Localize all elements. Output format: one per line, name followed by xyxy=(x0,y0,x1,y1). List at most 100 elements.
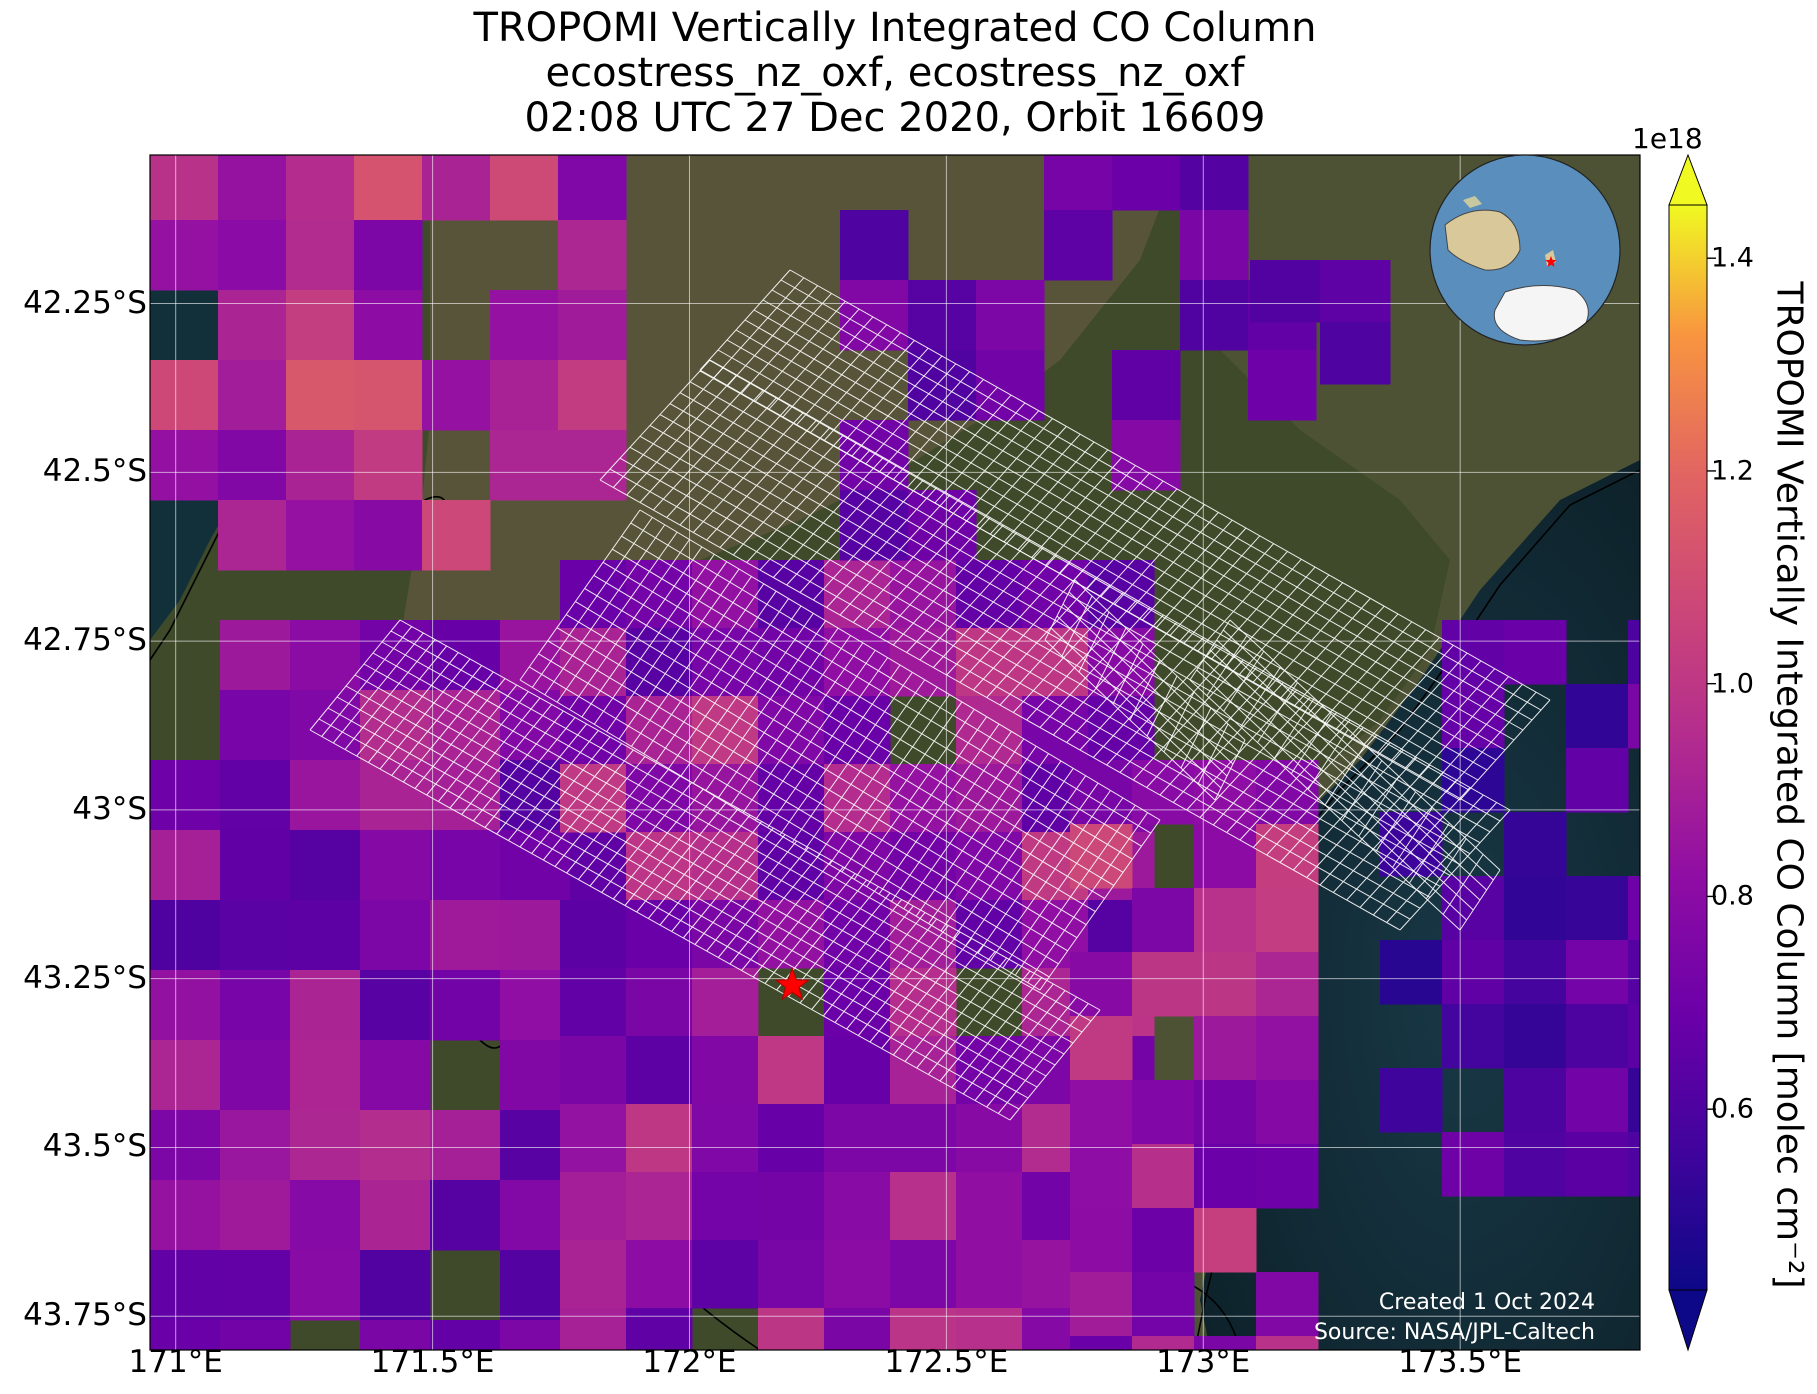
colorbar-tick-label: 1.0 xyxy=(1711,668,1754,700)
co-pixel xyxy=(1442,1004,1505,1069)
co-pixel xyxy=(1566,876,1629,941)
co-pixel xyxy=(1628,1132,1640,1197)
co-pixel xyxy=(1628,940,1640,1005)
co-pixel xyxy=(1628,620,1640,685)
colorbar-tick-label: 1.4 xyxy=(1711,242,1754,274)
co-pixel xyxy=(626,1172,693,1241)
co-pixel xyxy=(908,280,977,351)
lon-tick-label: 172.5°E xyxy=(884,1344,1009,1380)
co-pixel xyxy=(430,1320,501,1350)
co-pixel xyxy=(1320,322,1391,385)
co-pixel xyxy=(1022,628,1089,697)
colorbar-tick-label: 0.8 xyxy=(1711,880,1754,912)
co-pixel xyxy=(500,1110,571,1181)
co-pixel xyxy=(490,360,559,431)
lat-tick-label: 43.75°S xyxy=(23,1297,147,1334)
lat-tick-label: 43°S xyxy=(72,790,147,827)
co-pixel xyxy=(354,290,423,361)
co-pixel xyxy=(430,1180,501,1251)
co-pixel xyxy=(1070,1272,1133,1337)
co-pixel xyxy=(1112,155,1181,211)
co-pixel xyxy=(354,155,423,221)
co-pixel xyxy=(758,764,825,833)
colorbar-title: TROPOMI Vertically Integrated CO Column … xyxy=(1768,281,1810,1289)
co-pixel xyxy=(430,900,501,971)
co-pixel xyxy=(956,1104,1023,1173)
co-pixel xyxy=(218,290,287,361)
co-pixel xyxy=(1628,684,1640,749)
co-pixel xyxy=(1504,876,1567,941)
co-pixel xyxy=(1070,1144,1133,1209)
co-pixel xyxy=(150,360,219,431)
co-pixel xyxy=(692,968,759,1037)
co-pixel xyxy=(1504,1068,1567,1133)
co-pixel xyxy=(890,1172,957,1241)
co-pixel xyxy=(758,1308,825,1350)
co-pixel xyxy=(1566,1004,1629,1069)
co-pixel xyxy=(220,1320,291,1350)
footprint-mesh xyxy=(699,269,1551,801)
colorbar-tick-label: 1.2 xyxy=(1711,455,1754,487)
co-pixel xyxy=(956,560,1023,629)
co-pixel xyxy=(360,1180,431,1251)
co-pixel xyxy=(500,1040,571,1111)
co-pixel xyxy=(500,900,571,971)
co-pixel xyxy=(220,1110,291,1181)
co-pixel xyxy=(626,560,693,629)
co-pixel xyxy=(824,900,891,969)
co-pixel xyxy=(890,1036,957,1105)
co-pixel xyxy=(692,1036,759,1105)
co-pixel xyxy=(1132,952,1195,1017)
co-pixel xyxy=(1380,940,1443,1005)
co-pixel xyxy=(1442,876,1505,941)
co-pixel xyxy=(1194,952,1257,1017)
co-pixel xyxy=(360,1320,431,1350)
co-pixel xyxy=(758,1036,825,1105)
co-pixel xyxy=(220,760,291,831)
co-pixel xyxy=(290,1250,361,1321)
lon-tick-label: 171.5°E xyxy=(370,1344,495,1380)
co-pixel xyxy=(758,1104,825,1173)
co-pixel xyxy=(490,430,559,501)
co-pixel xyxy=(560,1308,627,1350)
co-pixel xyxy=(908,350,977,421)
co-pixel xyxy=(430,970,501,1041)
co-pixel xyxy=(890,1240,957,1309)
lat-tick-label: 43.5°S xyxy=(42,1128,147,1165)
co-pixel xyxy=(1070,1080,1133,1145)
co-pixel xyxy=(150,900,221,971)
co-pixel xyxy=(1248,350,1317,421)
co-pixel xyxy=(360,1110,431,1181)
co-pixel xyxy=(220,970,291,1041)
co-pixel xyxy=(430,830,501,901)
co-pixel xyxy=(1256,888,1319,953)
created-credit: Created 1 Oct 2024 xyxy=(1378,1290,1595,1315)
co-pixel xyxy=(1256,1080,1319,1145)
co-pixel xyxy=(290,1110,361,1181)
co-pixel xyxy=(1566,684,1629,749)
co-pixel xyxy=(360,970,431,1041)
co-pixel xyxy=(1180,155,1249,211)
co-pixel xyxy=(1044,210,1113,281)
co-pixel xyxy=(218,430,287,501)
co-pixel xyxy=(1250,260,1321,323)
co-pixel xyxy=(1628,1068,1640,1133)
co-pixel xyxy=(286,290,355,361)
co-pixel xyxy=(1194,824,1257,889)
co-pixel xyxy=(758,1240,825,1309)
footprint-mesh xyxy=(1044,579,1246,801)
co-pixel xyxy=(422,360,491,431)
co-pixel xyxy=(218,155,287,221)
co-pixel xyxy=(1132,1208,1195,1273)
co-pixel xyxy=(150,760,221,831)
co-pixel xyxy=(360,900,431,971)
co-pixel xyxy=(1256,1144,1319,1209)
co-pixel xyxy=(354,220,423,291)
co-pixel xyxy=(430,1110,501,1181)
co-pixel xyxy=(490,155,559,221)
footprint-mesh xyxy=(599,359,1511,931)
inset-globe xyxy=(1429,154,1621,346)
co-pixel xyxy=(150,1180,221,1251)
co-pixel xyxy=(692,1104,759,1173)
